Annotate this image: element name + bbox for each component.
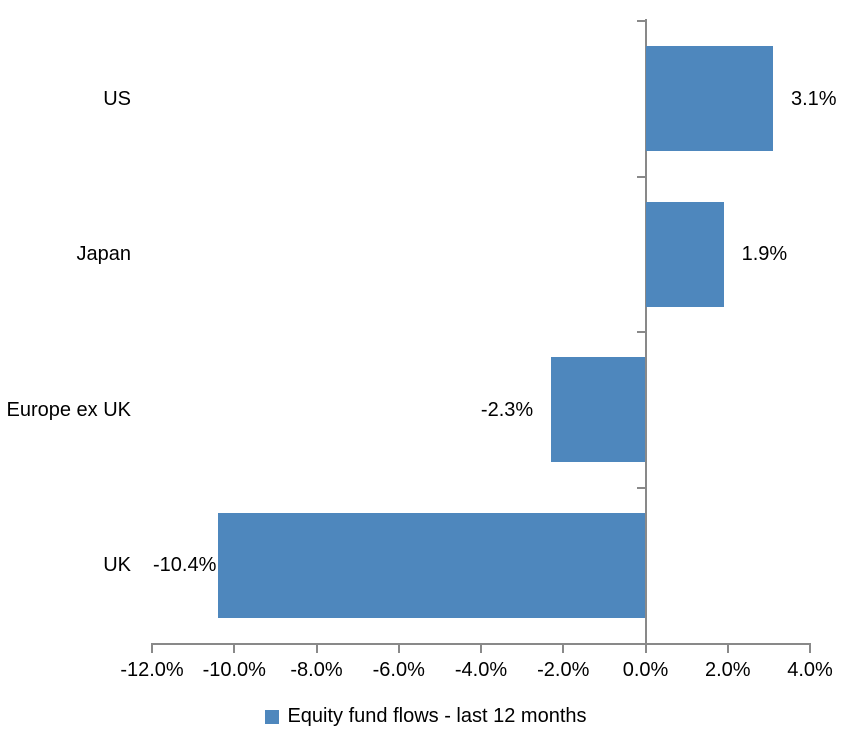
- x-tick-label: 0.0%: [622, 659, 669, 681]
- y-axis-line: [644, 19, 647, 645]
- x-tick-label: -8.0%: [290, 659, 343, 681]
- bar-japan: [645, 201, 724, 307]
- x-axis-tick: [562, 643, 565, 653]
- data-label-japan: 1.9%: [741, 243, 788, 266]
- y-axis-tick: [636, 20, 645, 22]
- legend: Equity fund flows - last 12 months: [0, 705, 852, 728]
- x-tick-label: 4.0%: [787, 659, 833, 681]
- data-label-europe-ex-uk: -2.3%: [480, 398, 534, 421]
- category-label-japan: Japan: [76, 243, 132, 266]
- x-tick-label: -6.0%: [372, 659, 425, 681]
- y-axis-tick: [636, 331, 645, 333]
- category-label-us: US: [103, 87, 131, 110]
- x-axis-tick: [315, 643, 318, 653]
- x-tick-label: -4.0%: [454, 659, 508, 681]
- x-tick-label: -10.0%: [202, 659, 266, 681]
- data-label-uk: -10.4%: [153, 554, 217, 577]
- legend-marker-icon: [265, 709, 280, 724]
- bar-us: [645, 46, 773, 152]
- x-axis-tick: [809, 643, 811, 653]
- x-tick-label: -12.0%: [120, 659, 184, 681]
- x-tick-label: -2.0%: [537, 659, 590, 681]
- x-axis-tick: [397, 643, 400, 653]
- bar-europe-ex-uk: [550, 357, 646, 463]
- x-tick-label: 2.0%: [704, 659, 751, 681]
- category-label-uk: UK: [103, 554, 131, 577]
- x-axis-tick: [151, 643, 153, 653]
- x-axis-tick: [480, 643, 482, 653]
- y-axis-tick: [636, 486, 645, 489]
- data-label-us: 3.1%: [790, 87, 837, 110]
- bar-uk: [217, 512, 646, 618]
- legend-series-label: Equity fund flows - last 12 months: [287, 705, 587, 727]
- x-axis-tick: [726, 643, 729, 653]
- x-axis-tick: [233, 643, 236, 653]
- x-axis-tick: [644, 643, 647, 653]
- y-axis-tick: [636, 175, 645, 178]
- category-label-europe-ex-uk: Europe ex UK: [6, 398, 131, 421]
